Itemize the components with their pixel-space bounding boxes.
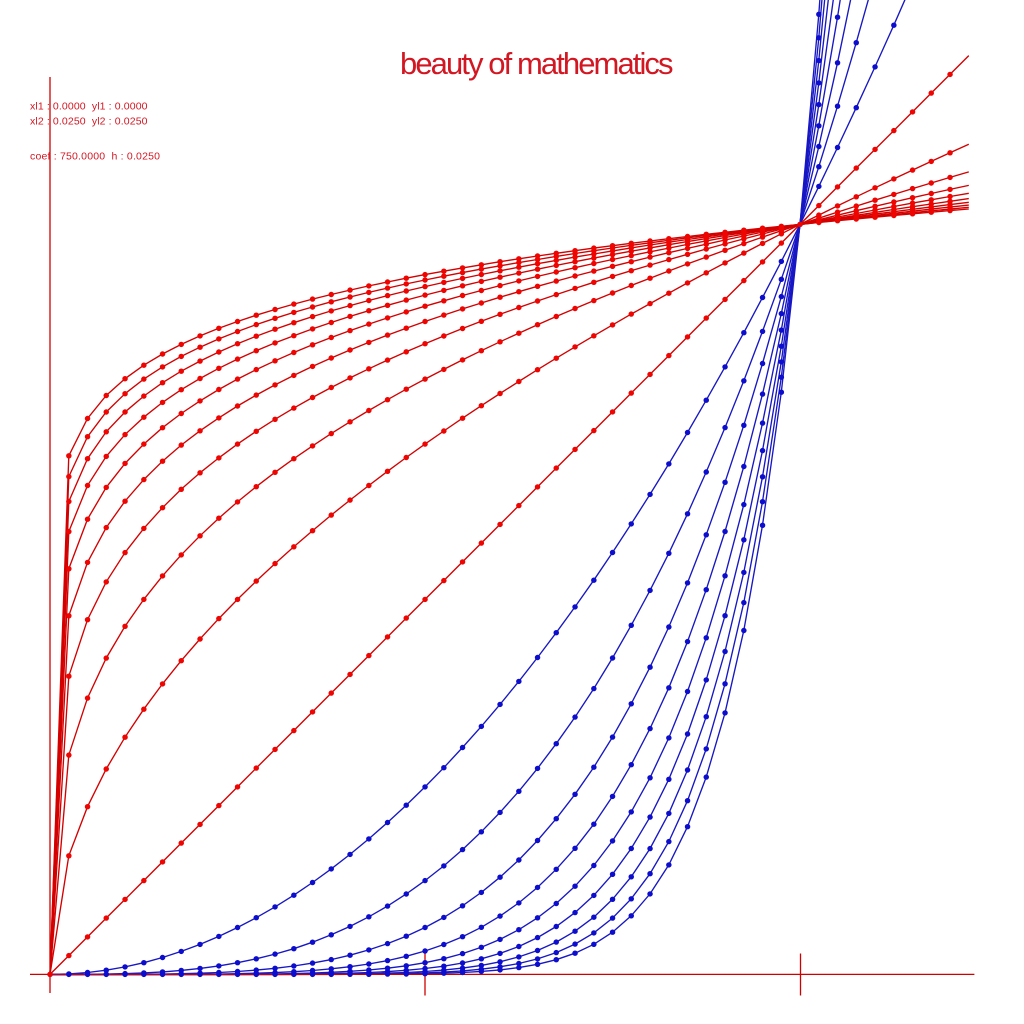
svg-text:xl1 : 0.0000 yl1 : 0.0000: xl1 : 0.0000 yl1 : 0.0000: [30, 101, 148, 113]
svg-text:beauty of mathematics: beauty of mathematics: [400, 46, 674, 81]
svg-text:coef : 750.0000 h : 0.0250: coef : 750.0000 h : 0.0250: [30, 151, 160, 163]
svg-text:xl2 : 0.0250 yl2 : 0.0250: xl2 : 0.0250 yl2 : 0.0250: [30, 116, 148, 128]
